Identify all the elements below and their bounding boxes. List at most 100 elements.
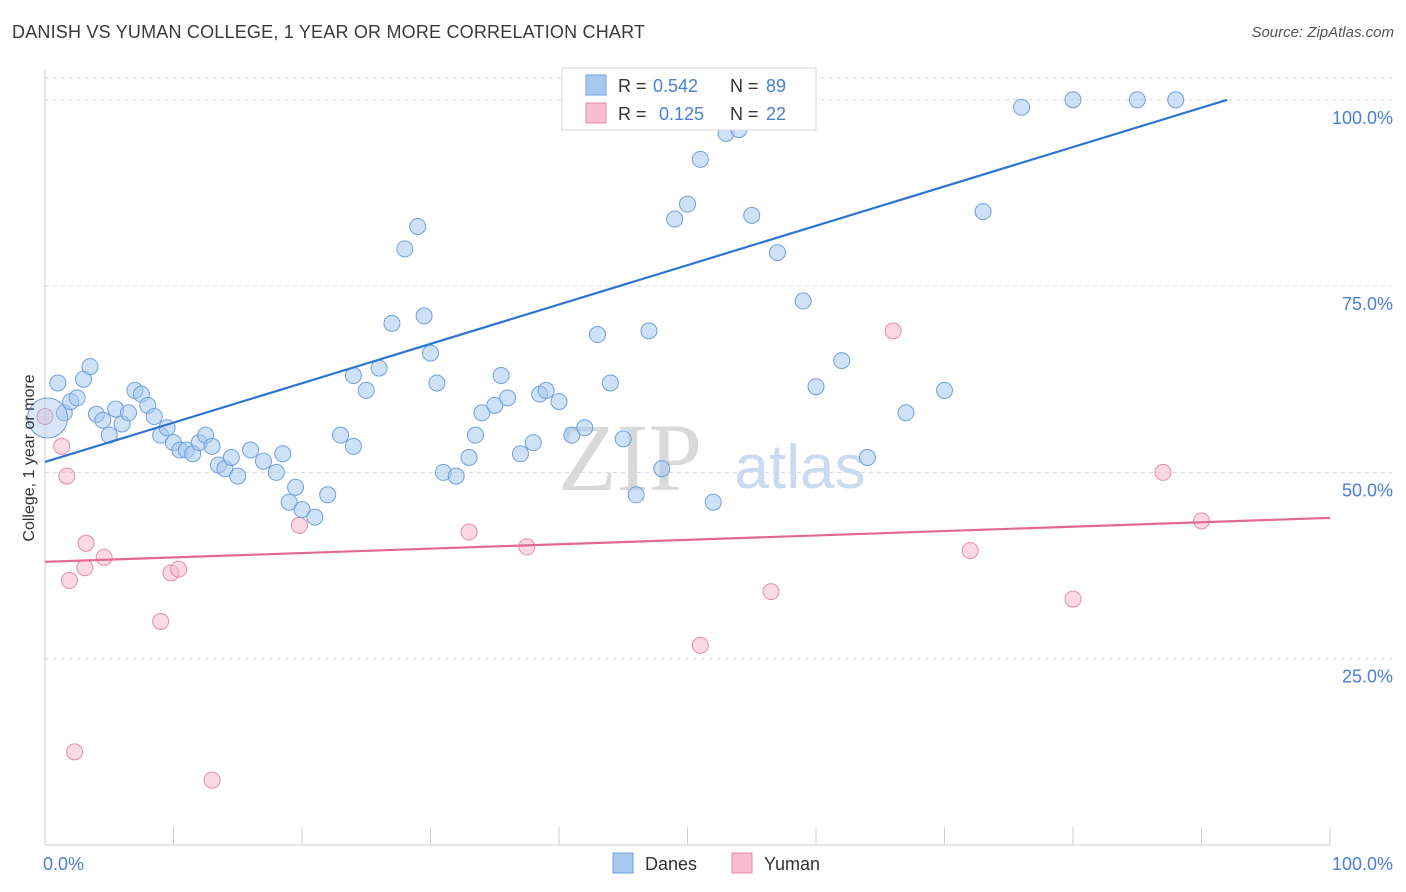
danes-trend-line [44,98,1228,464]
bottom-legend-yuman-swatch [731,852,753,874]
danes-points [27,91,1185,526]
legend-yuman-n-value: 22 [766,104,786,124]
danes-point [254,452,272,470]
danes-point [306,508,324,526]
trend-layer [44,98,1331,563]
yuman-point [460,523,478,541]
danes-point [743,206,761,224]
yuman-point [290,516,308,534]
yuman-point [36,408,54,426]
yuman-point [76,559,94,577]
yuman-point [58,467,76,485]
danes-point [49,374,67,392]
danes-point [94,411,112,429]
x-tick-label-min: 0.0% [43,854,84,874]
yuman-trend-line [44,516,1331,563]
watermark-atlas: atlas [735,433,866,502]
yuman-point [884,322,902,340]
danes-point [396,240,414,258]
danes-point [794,292,812,310]
legend-box: R = 0.542 N = 89 R = 0.125 N = 22 [561,67,817,131]
source-credit: Source: ZipAtlas.com [1251,24,1394,41]
y-tick-label: 100.0% [1332,108,1393,128]
legend-yuman-swatch [585,102,607,124]
danes-point [357,381,375,399]
danes-point [858,449,876,466]
y-tick-label: 75.0% [1342,294,1393,314]
danes-point [691,150,709,168]
danes-point [563,426,581,444]
legend-danes-r-value: 0.542 [653,76,698,96]
legend-danes-n-value: 89 [766,76,786,96]
danes-point [447,467,465,485]
bottom-legend-danes-label: Danes [645,854,697,874]
danes-point [1013,98,1031,116]
yuman-point [203,771,221,789]
danes-point [524,434,542,452]
danes-point [274,445,292,463]
y-tick-label: 50.0% [1342,480,1393,500]
danes-point [897,404,915,422]
yuman-point [518,538,536,556]
danes-point [383,314,401,332]
yuman-points [36,322,1210,789]
danes-point [344,437,362,455]
x-tick-label-max: 100.0% [1332,854,1393,874]
yuman-point [762,583,780,601]
danes-point [319,486,337,504]
danes-point [222,449,240,466]
yuman-point [961,542,979,560]
axis-layer: 25.0% 50.0% 75.0% 100.0% 0.0% 100.0% [43,70,1393,874]
danes-point [974,203,992,221]
legend-yuman-r-value: 0.125 [659,104,704,124]
danes-point [287,478,305,496]
yuman-point [95,548,113,566]
danes-point [145,408,163,426]
danes-point [466,426,484,444]
yuman-point [691,636,709,654]
yuman-point [66,743,84,761]
chart-title: DANISH VS YUMAN COLLEGE, 1 YEAR OR MORE … [12,22,646,42]
danes-point [332,426,350,444]
legend-danes-r-label: R = [618,76,647,96]
bottom-legend: Danes Yuman [612,852,820,874]
danes-point [1128,91,1146,109]
legend-danes-swatch [585,74,607,96]
danes-point [293,501,311,519]
danes-point-large [27,397,69,439]
y-axis-label: College, 1 year or more [21,374,38,541]
danes-point [120,404,138,422]
danes-point [229,467,247,485]
danes-point [267,463,285,481]
danes-point [415,307,433,325]
danes-point [537,381,555,399]
danes-point [422,344,439,362]
danes-point [203,437,221,455]
bottom-legend-danes-swatch [612,852,634,874]
danes-point [833,352,851,370]
yuman-point [152,612,170,630]
y-tick-label: 25.0% [1342,667,1393,687]
danes-point [679,195,696,213]
danes-point [1167,91,1185,109]
legend-danes-n-label: N = [730,76,759,96]
grid-layer [45,77,1392,660]
danes-point [653,460,671,478]
danes-point [768,244,786,262]
danes-point [280,493,298,511]
legend-yuman-n-label: N = [730,104,759,124]
danes-point [1064,91,1082,109]
danes-point [486,396,504,414]
yuman-point [1154,463,1172,481]
danes-point [550,393,568,411]
danes-point [936,381,953,399]
danes-point [601,374,619,392]
legend-yuman-r-label: R = [618,104,647,124]
yuman-point [170,560,188,578]
bottom-legend-yuman-label: Yuman [764,854,820,874]
danes-point [409,217,427,235]
danes-point [666,210,684,228]
danes-point [627,486,645,504]
yuman-point [77,534,95,552]
